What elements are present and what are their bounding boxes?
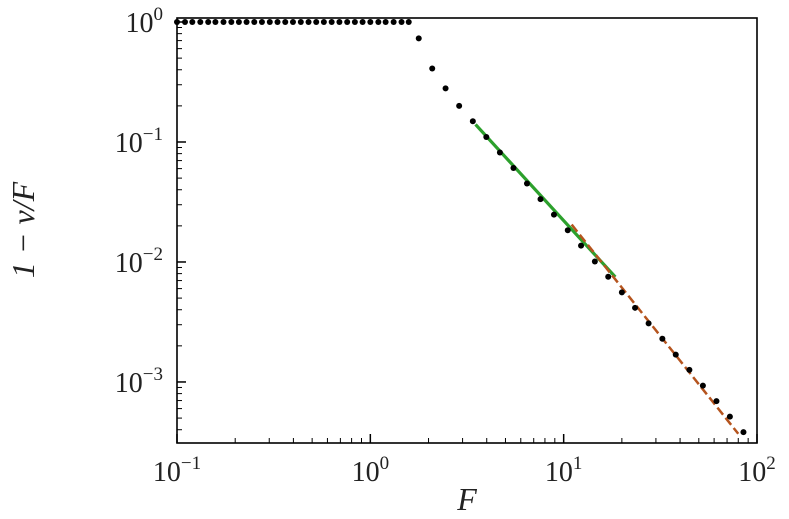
data-point (659, 335, 666, 342)
data-point (205, 19, 212, 26)
data-point (645, 320, 652, 327)
x-tick-label: 102 (738, 453, 776, 488)
data-point (469, 118, 476, 125)
data-point (605, 273, 612, 280)
data-point (375, 19, 382, 26)
data-point (686, 366, 693, 373)
y-tick-label: 100 (126, 4, 164, 39)
data-point (212, 19, 219, 26)
data-point (336, 19, 343, 26)
data-point (456, 102, 463, 109)
data-point (550, 211, 557, 218)
data-point (197, 19, 204, 26)
data-point (632, 304, 639, 311)
data-point (591, 258, 598, 265)
fit-line (570, 223, 740, 435)
fit-line (474, 123, 617, 279)
data-point (359, 19, 366, 26)
y-tick-label: 10−3 (115, 364, 163, 399)
data-point (578, 242, 585, 249)
y-tick-label: 10−1 (115, 124, 163, 159)
data-point (713, 398, 720, 405)
data-point (289, 19, 296, 26)
data-point (320, 19, 327, 26)
data-point (174, 19, 180, 26)
data-point (328, 19, 335, 26)
data-point (726, 413, 733, 420)
data-point (235, 19, 242, 26)
data-point (258, 19, 265, 26)
data-point (182, 19, 189, 26)
data-point (220, 19, 227, 26)
data-point (429, 65, 436, 72)
data-point (274, 19, 281, 26)
data-point (740, 429, 747, 436)
data-point (282, 19, 289, 26)
data-point (672, 351, 679, 358)
data-point (398, 19, 405, 26)
x-axis-label: F (456, 481, 477, 517)
data-point (251, 19, 258, 26)
data-point (618, 289, 625, 296)
data-point (442, 85, 449, 92)
data-point (305, 19, 312, 26)
data-point (537, 196, 544, 203)
data-point (344, 19, 351, 26)
x-tick-label: 10−1 (153, 453, 201, 488)
data-point (496, 149, 503, 156)
data-point (510, 165, 517, 172)
data-point (243, 19, 250, 26)
data-point (483, 134, 490, 141)
data-point (189, 19, 196, 26)
x-tick-label: 101 (545, 453, 583, 488)
x-tick-label: 100 (352, 453, 390, 488)
data-point (699, 382, 706, 389)
data-point (405, 19, 412, 26)
data-point (351, 19, 358, 26)
y-axis-label: 1 − v/F (5, 181, 41, 278)
data-point (523, 180, 530, 187)
data-point (367, 19, 374, 26)
data-point (415, 35, 422, 42)
data-point (297, 19, 304, 26)
plot-frame (176, 17, 758, 444)
data-point (313, 19, 320, 26)
data-point (390, 19, 397, 26)
data-point (266, 19, 273, 26)
data-point (564, 227, 571, 234)
data-point (228, 19, 235, 26)
data-point (382, 19, 389, 26)
y-tick-label: 10−2 (115, 244, 163, 279)
